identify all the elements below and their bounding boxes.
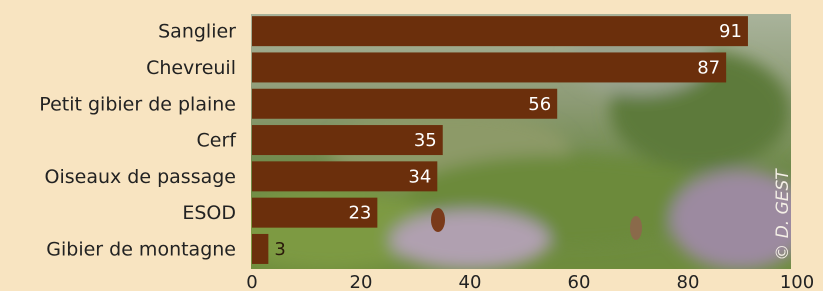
y-tick-label: Gibier de montagne <box>46 238 236 260</box>
photo-credit: © D. GEST <box>773 168 793 261</box>
x-tick-label: 60 <box>568 272 591 291</box>
x-tick-label: 80 <box>677 272 700 291</box>
y-tick-label: ESOD <box>182 202 236 224</box>
value-label: 35 <box>414 130 437 151</box>
x-tick-label: 100 <box>780 272 814 291</box>
x-tick-label: 20 <box>350 272 373 291</box>
value-label: 56 <box>528 94 551 115</box>
value-label: 23 <box>348 203 371 224</box>
y-tick-label: Chevreuil <box>146 57 236 79</box>
page: 0 20 40 60 80 100 Sanglier 91 Chevreuil 87 Petit g… <box>0 0 823 291</box>
value-label: 34 <box>408 166 431 187</box>
value-label: 87 <box>697 57 720 78</box>
y-tick-label: Oiseaux de passage <box>45 166 236 188</box>
y-tick-label: Cerf <box>197 130 238 152</box>
chart: 0 20 40 60 80 100 Sanglier 91 Chevreuil 87 Petit g… <box>0 0 823 291</box>
y-tick-label: Petit gibier de plaine <box>39 93 236 115</box>
x-tick-label: 40 <box>459 272 482 291</box>
bar <box>252 89 557 119</box>
bar <box>252 52 726 82</box>
bar <box>252 234 268 264</box>
value-label: 3 <box>274 239 285 260</box>
bar <box>252 16 748 46</box>
y-tick-label: Sanglier <box>158 21 236 43</box>
x-tick-label: 0 <box>246 272 257 291</box>
value-label: 91 <box>719 21 742 42</box>
